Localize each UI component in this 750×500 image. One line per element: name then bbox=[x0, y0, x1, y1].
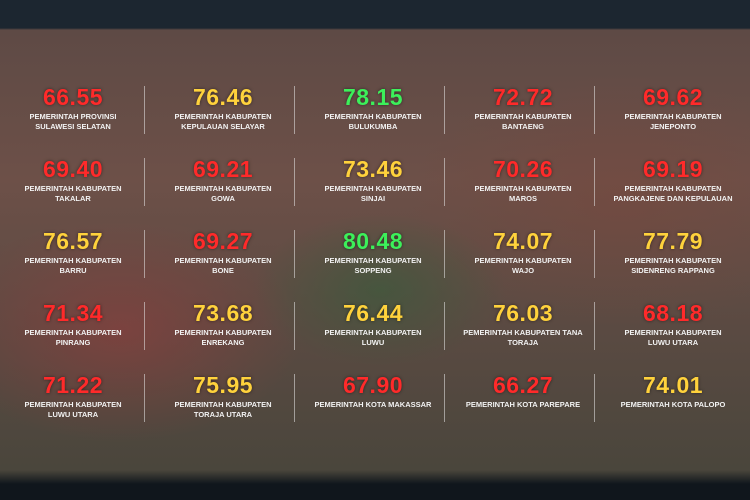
score-value: 78.15 bbox=[342, 84, 404, 110]
score-cell: 74.07 PEMERINTAH KABUPATEN WAJO bbox=[448, 228, 598, 276]
score-value: 80.48 bbox=[342, 228, 404, 254]
score-value: 77.79 bbox=[642, 228, 704, 254]
score-value: 66.55 bbox=[42, 84, 104, 110]
score-value: 68.18 bbox=[642, 300, 704, 326]
score-cell: 76.57 PEMERINTAH KABUPATEN BARRU bbox=[0, 228, 148, 276]
score-value: 71.22 bbox=[42, 372, 104, 398]
region-label: PEMERINTAH KABUPATEN BULUKUMBA bbox=[324, 112, 422, 131]
score-value: 76.57 bbox=[42, 228, 104, 254]
score-cell: 68.18 PEMERINTAH KABUPATEN LUWU UTARA bbox=[598, 300, 748, 348]
separator bbox=[594, 374, 595, 422]
region-label: PEMERINTAH KABUPATEN BONE bbox=[174, 256, 272, 275]
region-label: PEMERINTAH KABUPATEN GOWA bbox=[174, 184, 272, 203]
region-label: PEMERINTAH KABUPATEN SINJAI bbox=[324, 184, 422, 203]
score-value: 73.68 bbox=[192, 300, 254, 326]
region-label: PEMERINTAH KABUPATEN WAJO bbox=[474, 256, 572, 275]
score-cell: 76.46 PEMERINTAH KABUPATEN KEPULAUAN SELA… bbox=[148, 84, 298, 132]
score-cell: 78.15 PEMERINTAH KABUPATEN BULUKUMBA bbox=[298, 84, 448, 132]
separator bbox=[294, 302, 295, 350]
region-label: PEMERINTAH KABUPATEN ENREKANG bbox=[174, 328, 272, 347]
separator bbox=[144, 158, 145, 206]
separator bbox=[294, 86, 295, 134]
region-label: PEMERINTAH KABUPATEN TORAJA UTARA bbox=[174, 400, 272, 419]
region-label: PEMERINTAH KABUPATEN MAROS bbox=[474, 184, 572, 203]
score-cell: 69.40 PEMERINTAH KABUPATEN TAKALAR bbox=[0, 156, 148, 204]
score-value: 76.44 bbox=[342, 300, 404, 326]
separator bbox=[144, 374, 145, 422]
separator bbox=[144, 302, 145, 350]
score-value: 75.95 bbox=[192, 372, 254, 398]
separator bbox=[594, 230, 595, 278]
score-cell: 80.48 PEMERINTAH KABUPATEN SOPPENG bbox=[298, 228, 448, 276]
separator bbox=[444, 230, 445, 278]
score-cell: 76.03 PEMERINTAH KABUPATEN TANA TORAJA bbox=[448, 300, 598, 348]
score-value: 76.03 bbox=[492, 300, 554, 326]
score-value: 76.46 bbox=[192, 84, 254, 110]
score-value: 74.07 bbox=[492, 228, 554, 254]
score-cell: 71.34 PEMERINTAH KABUPATEN PINRANG bbox=[0, 300, 148, 348]
region-label: PEMERINTAH KABUPATEN LUWU UTARA bbox=[24, 400, 122, 419]
region-label: PEMERINTAH KOTA MAKASSAR bbox=[314, 400, 432, 409]
score-cell: 77.79 PEMERINTAH KABUPATEN SIDENRENG RAPP… bbox=[598, 228, 748, 276]
separator bbox=[144, 86, 145, 134]
separator bbox=[444, 374, 445, 422]
separator bbox=[444, 86, 445, 134]
score-cell: 70.26 PEMERINTAH KABUPATEN MAROS bbox=[448, 156, 598, 204]
separator bbox=[444, 158, 445, 206]
score-cell: 67.90 PEMERINTAH KOTA MAKASSAR bbox=[298, 372, 448, 410]
region-label: PEMERINTAH KABUPATEN PINRANG bbox=[24, 328, 122, 347]
score-cell: 69.27 PEMERINTAH KABUPATEN BONE bbox=[148, 228, 298, 276]
score-value: 70.26 bbox=[492, 156, 554, 182]
score-cell: 76.44 PEMERINTAH KABUPATEN LUWU bbox=[298, 300, 448, 348]
score-cell: 74.01 PEMERINTAH KOTA PALOPO bbox=[598, 372, 748, 410]
score-cell: 71.22 PEMERINTAH KABUPATEN LUWU UTARA bbox=[0, 372, 148, 420]
separator bbox=[594, 158, 595, 206]
region-label: PEMERINTAH KABUPATEN SIDENRENG RAPPANG bbox=[624, 256, 722, 275]
score-value: 69.62 bbox=[642, 84, 704, 110]
score-value: 69.19 bbox=[642, 156, 704, 182]
region-label: PEMERINTAH KABUPATEN BARRU bbox=[24, 256, 122, 275]
region-label: PEMERINTAH PROVINSI SULAWESI SELATAN bbox=[29, 112, 117, 131]
region-label: PEMERINTAH KABUPATEN KEPULAUAN SELAYAR bbox=[174, 112, 272, 131]
score-value: 69.27 bbox=[192, 228, 254, 254]
separator bbox=[294, 158, 295, 206]
region-label: PEMERINTAH KABUPATEN TAKALAR bbox=[24, 184, 122, 203]
score-cell: 69.19 PEMERINTAH KABUPATEN PANGKAJENE DAN… bbox=[598, 156, 748, 204]
score-value: 66.27 bbox=[492, 372, 554, 398]
score-value: 71.34 bbox=[42, 300, 104, 326]
separator bbox=[594, 86, 595, 134]
separator bbox=[444, 302, 445, 350]
score-value: 69.40 bbox=[42, 156, 104, 182]
region-label: PEMERINTAH KOTA PALOPO bbox=[620, 400, 726, 409]
region-label: PEMERINTAH KABUPATEN SOPPENG bbox=[324, 256, 422, 275]
score-cell: 69.21 PEMERINTAH KABUPATEN GOWA bbox=[148, 156, 298, 204]
separator bbox=[294, 230, 295, 278]
score-cell: 75.95 PEMERINTAH KABUPATEN TORAJA UTARA bbox=[148, 372, 298, 420]
score-value: 67.90 bbox=[342, 372, 404, 398]
region-label: PEMERINTAH KABUPATEN LUWU UTARA bbox=[624, 328, 722, 347]
separator bbox=[594, 302, 595, 350]
region-label: PEMERINTAH KOTA PAREPARE bbox=[465, 400, 581, 409]
score-cell: 69.62 PEMERINTAH KABUPATEN JENEPONTO bbox=[598, 84, 748, 132]
region-label: PEMERINTAH KABUPATEN JENEPONTO bbox=[624, 112, 722, 131]
region-label: PEMERINTAH KABUPATEN PANGKAJENE DAN KEPU… bbox=[613, 184, 733, 203]
region-label: PEMERINTAH KABUPATEN LUWU bbox=[324, 328, 422, 347]
score-value: 72.72 bbox=[492, 84, 554, 110]
separator bbox=[144, 230, 145, 278]
score-value: 69.21 bbox=[192, 156, 254, 182]
region-label: PEMERINTAH KABUPATEN BANTAENG bbox=[474, 112, 572, 131]
score-cell: 72.72 PEMERINTAH KABUPATEN BANTAENG bbox=[448, 84, 598, 132]
score-value: 73.46 bbox=[342, 156, 404, 182]
score-cell: 73.68 PEMERINTAH KABUPATEN ENREKANG bbox=[148, 300, 298, 348]
separator bbox=[294, 374, 295, 422]
region-label: PEMERINTAH KABUPATEN TANA TORAJA bbox=[463, 328, 583, 347]
score-cell: 66.27 PEMERINTAH KOTA PAREPARE bbox=[448, 372, 598, 410]
score-value: 74.01 bbox=[642, 372, 704, 398]
score-cell: 73.46 PEMERINTAH KABUPATEN SINJAI bbox=[298, 156, 448, 204]
score-cell: 66.55 PEMERINTAH PROVINSI SULAWESI SELATA… bbox=[0, 84, 148, 132]
